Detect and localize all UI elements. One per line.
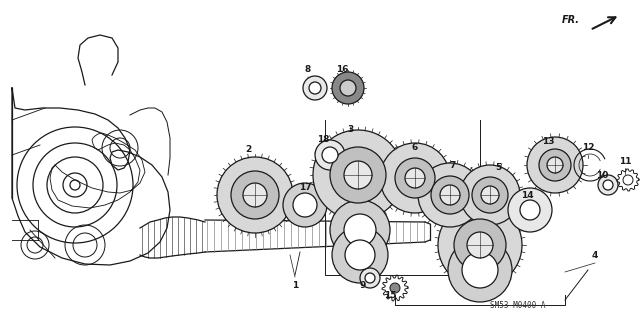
Circle shape	[345, 240, 375, 270]
Circle shape	[365, 273, 375, 283]
Circle shape	[527, 137, 583, 193]
Circle shape	[520, 200, 540, 220]
Circle shape	[508, 188, 552, 232]
Circle shape	[313, 130, 403, 220]
Text: 17: 17	[299, 183, 311, 192]
Circle shape	[603, 180, 613, 190]
Circle shape	[243, 183, 267, 207]
Text: 5: 5	[495, 164, 501, 173]
Circle shape	[418, 163, 482, 227]
Text: 1: 1	[292, 280, 298, 290]
Circle shape	[315, 140, 345, 170]
Text: 16: 16	[336, 65, 348, 75]
Circle shape	[440, 185, 460, 205]
Text: 9: 9	[360, 280, 366, 290]
Text: SM53-M0400 A: SM53-M0400 A	[490, 300, 545, 309]
Circle shape	[332, 227, 388, 283]
Circle shape	[454, 219, 506, 271]
Circle shape	[462, 252, 498, 288]
Circle shape	[598, 175, 618, 195]
Circle shape	[330, 147, 386, 203]
Circle shape	[344, 214, 376, 246]
Circle shape	[539, 149, 571, 181]
Circle shape	[217, 157, 293, 233]
Text: 4: 4	[592, 250, 598, 259]
Circle shape	[332, 72, 364, 104]
Text: 7: 7	[450, 160, 456, 169]
Circle shape	[390, 283, 400, 293]
Text: 3: 3	[347, 125, 353, 135]
Circle shape	[380, 143, 450, 213]
Circle shape	[438, 203, 522, 287]
Text: 8: 8	[305, 65, 311, 75]
Circle shape	[460, 165, 520, 225]
Circle shape	[231, 171, 279, 219]
Circle shape	[481, 186, 499, 204]
Circle shape	[340, 80, 356, 96]
Text: 6: 6	[412, 144, 418, 152]
Circle shape	[448, 238, 512, 302]
Text: 10: 10	[596, 170, 608, 180]
Circle shape	[623, 175, 633, 185]
Text: 14: 14	[521, 190, 533, 199]
Circle shape	[293, 193, 317, 217]
Circle shape	[360, 268, 380, 288]
Text: FR.: FR.	[562, 15, 580, 25]
Text: 2: 2	[245, 145, 251, 154]
Text: 11: 11	[619, 158, 631, 167]
Circle shape	[330, 200, 390, 260]
Circle shape	[472, 177, 508, 213]
Text: 18: 18	[317, 136, 329, 145]
Text: 15: 15	[384, 291, 396, 300]
Circle shape	[283, 183, 327, 227]
Circle shape	[405, 168, 425, 188]
Text: 13: 13	[541, 137, 554, 146]
Circle shape	[344, 161, 372, 189]
Circle shape	[309, 82, 321, 94]
Circle shape	[303, 76, 327, 100]
Text: 12: 12	[582, 144, 595, 152]
Circle shape	[322, 147, 338, 163]
Circle shape	[395, 158, 435, 198]
Circle shape	[547, 157, 563, 173]
Circle shape	[431, 176, 469, 214]
Circle shape	[467, 232, 493, 258]
